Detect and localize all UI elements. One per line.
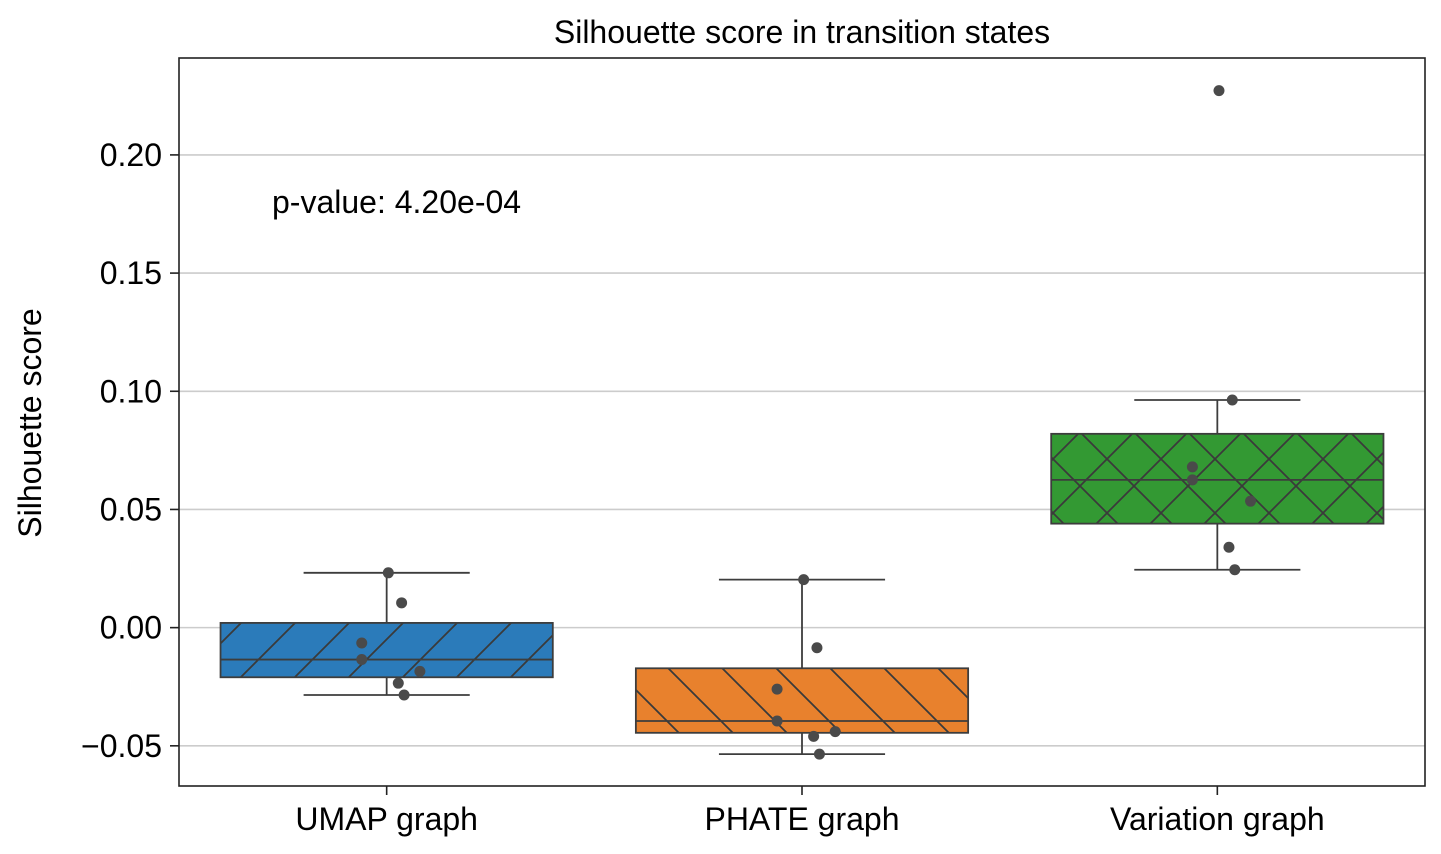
y-tick-label: 0.00: [100, 610, 162, 646]
data-point: [392, 677, 404, 689]
data-point: [1245, 495, 1257, 507]
chart-title: Silhouette score in transition states: [554, 14, 1050, 50]
box-1: [219, 571, 554, 696]
data-point: [829, 726, 841, 738]
data-point: [414, 665, 426, 677]
data-point: [356, 637, 368, 649]
data-point: [356, 654, 368, 666]
data-point: [813, 748, 825, 760]
y-tick-label: 0.20: [100, 137, 162, 173]
data-point: [771, 715, 783, 727]
box-3: [1050, 399, 1385, 571]
boxes: [219, 399, 1385, 755]
y-tick-label: 0.10: [100, 373, 162, 409]
box-hatch: [219, 622, 554, 679]
y-tick-label: 0.15: [100, 255, 162, 291]
data-point: [396, 597, 408, 609]
y-axis-title: Silhouette score: [12, 308, 48, 537]
data-point: [771, 683, 783, 695]
data-point: [1186, 461, 1198, 473]
y-axis-ticks: −0.05 0.00 0.05 0.10 0.15 0.20: [81, 137, 179, 764]
box-2: [634, 578, 970, 755]
data-point: [1226, 394, 1238, 406]
x-tick-label: Variation graph: [1110, 801, 1325, 837]
x-tick-label: UMAP graph: [295, 801, 478, 837]
data-point: [1213, 85, 1225, 97]
data-point: [398, 689, 410, 701]
data-point: [1229, 564, 1241, 576]
p-value-annotation: p-value: 4.20e-04: [272, 184, 521, 220]
data-point: [1223, 541, 1235, 553]
box-hatch: [634, 667, 970, 734]
y-tick-label: 0.05: [100, 491, 162, 527]
data-point: [382, 567, 394, 579]
x-tick-label: PHATE graph: [704, 801, 899, 837]
data-points: [356, 85, 1257, 760]
box-hatch: [1050, 432, 1385, 525]
data-point: [811, 642, 823, 654]
y-tick-label: −0.05: [81, 728, 162, 764]
data-point: [808, 730, 820, 742]
x-axis-ticks: UMAP graph PHATE graph Variation graph: [295, 786, 1325, 837]
data-point: [1186, 474, 1198, 486]
data-point: [798, 574, 810, 586]
